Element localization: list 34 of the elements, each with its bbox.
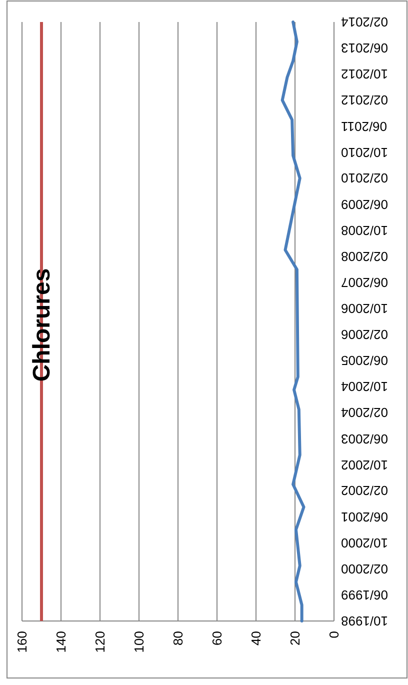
y-tick-label: 10/2000 bbox=[341, 535, 388, 550]
y-tick-label: 02/2002 bbox=[341, 483, 388, 498]
y-tick-label: 06/2013 bbox=[341, 40, 388, 56]
x-tick-label: 160 bbox=[14, 631, 30, 653]
y-tick-label: 10/1998 bbox=[341, 614, 388, 628]
y-tick-label: 02/2008 bbox=[341, 248, 388, 264]
x-tick-label: 140 bbox=[54, 631, 68, 653]
y-tick-label: 02/2000 bbox=[341, 561, 388, 576]
y-tick-label: 02/2004 bbox=[341, 405, 388, 420]
x-tick-label: 0 bbox=[326, 631, 342, 638]
y-tick-label: 06/1999 bbox=[341, 588, 388, 603]
y-tick-label: 06/2003 bbox=[341, 431, 388, 446]
y-tick-label: 02/2012 bbox=[341, 92, 388, 108]
y-tick-label: 10/2006 bbox=[341, 301, 388, 316]
x-tick-label: 20 bbox=[288, 631, 302, 646]
y-tick-label: 10/2012 bbox=[341, 66, 388, 82]
y-tick-label: 10/2008 bbox=[341, 222, 388, 238]
y-tick-label: 02/2010 bbox=[341, 170, 388, 186]
y-tick-label: 02/2006 bbox=[341, 326, 388, 342]
x-tick-label: 80 bbox=[170, 631, 186, 646]
y-tick-label: 06/2009 bbox=[341, 196, 388, 212]
y-tick-label: 10/2004 bbox=[341, 379, 388, 394]
y-tick-label: 10/2010 bbox=[341, 144, 388, 160]
y-tick-label: 10/2002 bbox=[341, 457, 388, 472]
y-tick-label: 06/2005 bbox=[341, 353, 388, 368]
y-tick-label: 06/2001 bbox=[341, 509, 388, 524]
x-tick-label: 60 bbox=[210, 631, 224, 646]
y-tick-label: 06/2007 bbox=[341, 275, 388, 290]
x-tick-label: 100 bbox=[132, 631, 146, 653]
x-tick-label: 120 bbox=[92, 631, 108, 653]
text: Chlorures bbox=[28, 268, 56, 382]
y-tick-label: 06/2011 bbox=[341, 118, 388, 134]
x-tick-label: 40 bbox=[248, 631, 264, 646]
y-tick-label: 02/2014 bbox=[341, 14, 388, 30]
